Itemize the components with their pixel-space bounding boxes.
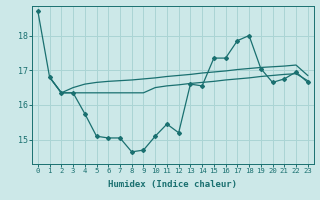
X-axis label: Humidex (Indice chaleur): Humidex (Indice chaleur) — [108, 180, 237, 189]
